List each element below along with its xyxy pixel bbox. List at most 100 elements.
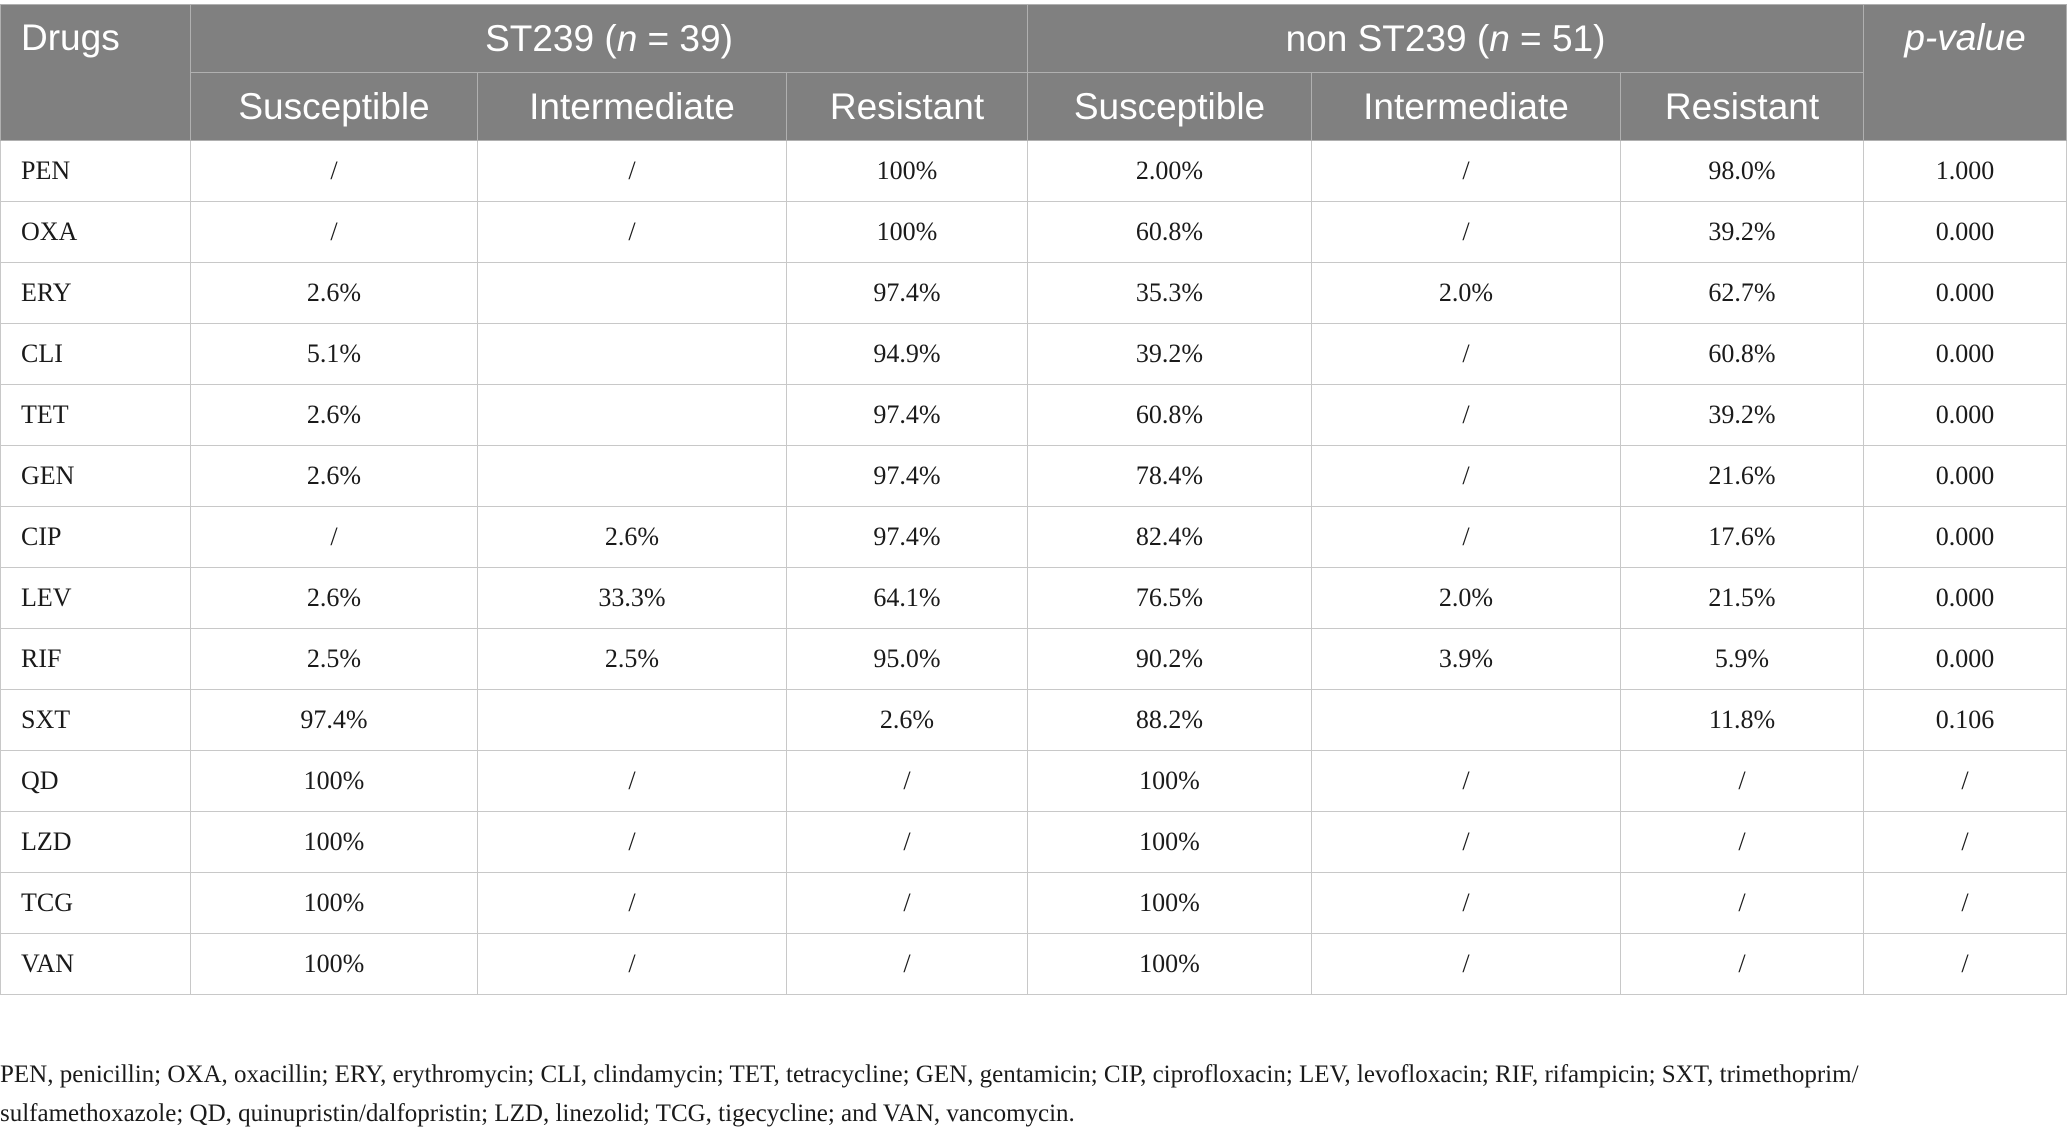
st239-resistant-cell: 100% — [786, 140, 1028, 202]
st239-susceptible-cell: / — [190, 506, 478, 568]
drug-name-cell: QD — [0, 750, 191, 812]
footnote-line: PEN, penicillin; OXA, oxacillin; ERY, er… — [0, 1061, 1859, 1088]
st239-resistant-cell: / — [786, 811, 1028, 873]
table-header: Drugs ST239 (n = 39) non ST239 (n = 51) … — [0, 4, 2068, 141]
non-st239-resistant-cell: 5.9% — [1619, 628, 1865, 690]
st239-susceptible-cell: / — [190, 140, 478, 202]
drug-name-cell: VAN — [0, 933, 191, 995]
non-st239-resistant-cell: 98.0% — [1619, 140, 1865, 202]
non-st239-susceptible-cell: 88.2% — [1027, 689, 1312, 751]
non-st239-intermediate-cell: 2.0% — [1311, 567, 1621, 629]
p-value-cell: 0.000 — [1863, 323, 2068, 385]
non-st239-intermediate-cell: 2.0% — [1311, 262, 1621, 324]
non-st239-resistant-cell: 39.2% — [1619, 384, 1865, 446]
p-value-cell: 0.000 — [1863, 445, 2068, 507]
st239-susceptible-cell: 97.4% — [190, 689, 478, 751]
table-row: VAN 100% //100% / / / — [0, 933, 2068, 995]
st239-intermediate-cell: / — [477, 933, 787, 995]
non-st239-resistant-cell: 21.5% — [1619, 567, 1865, 629]
table-row: CLI 5.1% 94.9% 39.2%/60.8% 0.000 — [0, 323, 2068, 385]
drug-name-cell: TCG — [0, 872, 191, 934]
non-st239-resistant-cell: 11.8% — [1619, 689, 1865, 751]
table-row: LZD 100% //100% / / / — [0, 811, 2068, 873]
st239-intermediate-cell — [477, 689, 787, 751]
non-st239-n-symbol: n — [1489, 17, 1510, 59]
non-st239-intermediate-cell: / — [1311, 445, 1621, 507]
st239-intermediate-cell — [477, 384, 787, 446]
drug-name-cell: PEN — [0, 140, 191, 202]
non-st239-intermediate-cell: / — [1311, 140, 1621, 202]
drug-name-cell: ERY — [0, 262, 191, 324]
non-st239-susceptible-cell: 35.3% — [1027, 262, 1312, 324]
non-st239-resistant-cell: / — [1619, 872, 1865, 934]
p-value-cell: / — [1863, 750, 2068, 812]
table-row: TET 2.6% 97.4% 60.8%/39.2% 0.000 — [0, 384, 2068, 446]
non-st239-susceptible-cell: 60.8% — [1027, 201, 1312, 263]
p-value-cell: / — [1863, 933, 2068, 995]
p-value-cell: / — [1863, 811, 2068, 873]
non-st239-susceptible-cell: 90.2% — [1027, 628, 1312, 690]
st239-susceptible-cell: 100% — [190, 811, 478, 873]
st239-susceptible-cell: 2.6% — [190, 567, 478, 629]
non-st239-resistant-cell: 39.2% — [1619, 201, 1865, 263]
non-st239-resistant-cell: 21.6% — [1619, 445, 1865, 507]
table-row: SXT 97.4% 2.6% 88.2% 11.8% 0.106 — [0, 689, 2068, 751]
non-st239-susceptible-cell: 100% — [1027, 933, 1312, 995]
drug-name-cell: TET — [0, 384, 191, 446]
st239-resistant-cell: / — [786, 750, 1028, 812]
footnote-line: sulfamethoxazole; QD, quinupristin/dalfo… — [0, 1100, 1075, 1127]
table-row: RIF 2.5% 2.5% 95.0% 90.2% 3.9% 5.9% 0.000 — [0, 628, 2068, 690]
st239-n-symbol: n — [616, 17, 638, 59]
non-st239-intermediate-header: Intermediate — [1311, 72, 1621, 141]
p-value-cell: 0.000 — [1863, 384, 2068, 446]
drug-name-cell: OXA — [0, 201, 191, 263]
st239-susceptible-header: Susceptible — [190, 72, 478, 141]
non-st239-intermediate-cell: / — [1311, 750, 1621, 812]
st239-resistant-cell: / — [786, 872, 1028, 934]
st239-count: = 39) — [637, 17, 733, 59]
non-st239-intermediate-cell: / — [1311, 506, 1621, 568]
st239-group-label: ST239 ( — [485, 17, 617, 59]
non-st239-resistant-cell: / — [1619, 811, 1865, 873]
non-st239-count: = 51) — [1509, 17, 1606, 59]
non-st239-susceptible-cell: 76.5% — [1027, 567, 1312, 629]
non-st239-resistant-header: Resistant — [1619, 72, 1865, 141]
p-value-cell: 0.000 — [1863, 567, 2068, 629]
non-st239-intermediate-cell — [1311, 689, 1621, 751]
non-st239-susceptible-cell: 82.4% — [1027, 506, 1312, 568]
st239-resistant-cell: / — [786, 933, 1028, 995]
drug-name-cell: GEN — [0, 445, 191, 507]
table-row: OXA //100% 60.8%/39.2% 0.000 — [0, 201, 2068, 263]
drug-name-cell: CLI — [0, 323, 191, 385]
table-body: PEN //100% 2.00%/98.0% 1.000 OXA //100% 60.8% /… — [0, 140, 2068, 995]
p-value-cell: / — [1863, 872, 2068, 934]
non-st239-intermediate-cell: / — [1311, 323, 1621, 385]
st239-resistant-cell: 95.0% — [786, 628, 1028, 690]
st239-resistant-cell: 94.9% — [786, 323, 1028, 385]
st239-intermediate-cell: / — [477, 872, 787, 934]
st239-susceptible-cell: 100% — [190, 872, 478, 934]
non-st239-susceptible-cell: 2.00% — [1027, 140, 1312, 202]
non-st239-susceptible-cell: 60.8% — [1027, 384, 1312, 446]
st239-susceptible-cell: 2.5% — [190, 628, 478, 690]
non-st239-susceptible-header: Susceptible — [1027, 72, 1312, 141]
p-value-cell: 0.000 — [1863, 201, 2068, 263]
p-value-cell: 0.000 — [1863, 506, 2068, 568]
st239-intermediate-cell — [477, 445, 787, 507]
non-st239-resistant-cell: 62.7% — [1619, 262, 1865, 324]
table-row: GEN 2.6% 97.4% 78.4%/21.6% 0.000 — [0, 445, 2068, 507]
st239-intermediate-cell: / — [477, 201, 787, 263]
st239-resistant-cell: 100% — [786, 201, 1028, 263]
p-value-cell: 1.000 — [1863, 140, 2068, 202]
non-st239-group-label: non ST239 ( — [1285, 17, 1490, 59]
st239-group-header: ST239 (n = 39) — [190, 4, 1028, 73]
resistance-table-container: Drugs ST239 (n = 39) non ST239 (n = 51) … — [0, 4, 2068, 995]
drug-name-cell: LEV — [0, 567, 191, 629]
st239-susceptible-cell: 5.1% — [190, 323, 478, 385]
st239-intermediate-cell: 2.6% — [477, 506, 787, 568]
st239-resistant-header: Resistant — [786, 72, 1028, 141]
non-st239-resistant-cell: / — [1619, 750, 1865, 812]
non-st239-intermediate-cell: / — [1311, 872, 1621, 934]
abbreviations-footnote: PEN, penicillin; OXA, oxacillin; ERY, er… — [0, 1055, 2000, 1133]
non-st239-intermediate-cell: 3.9% — [1311, 628, 1621, 690]
